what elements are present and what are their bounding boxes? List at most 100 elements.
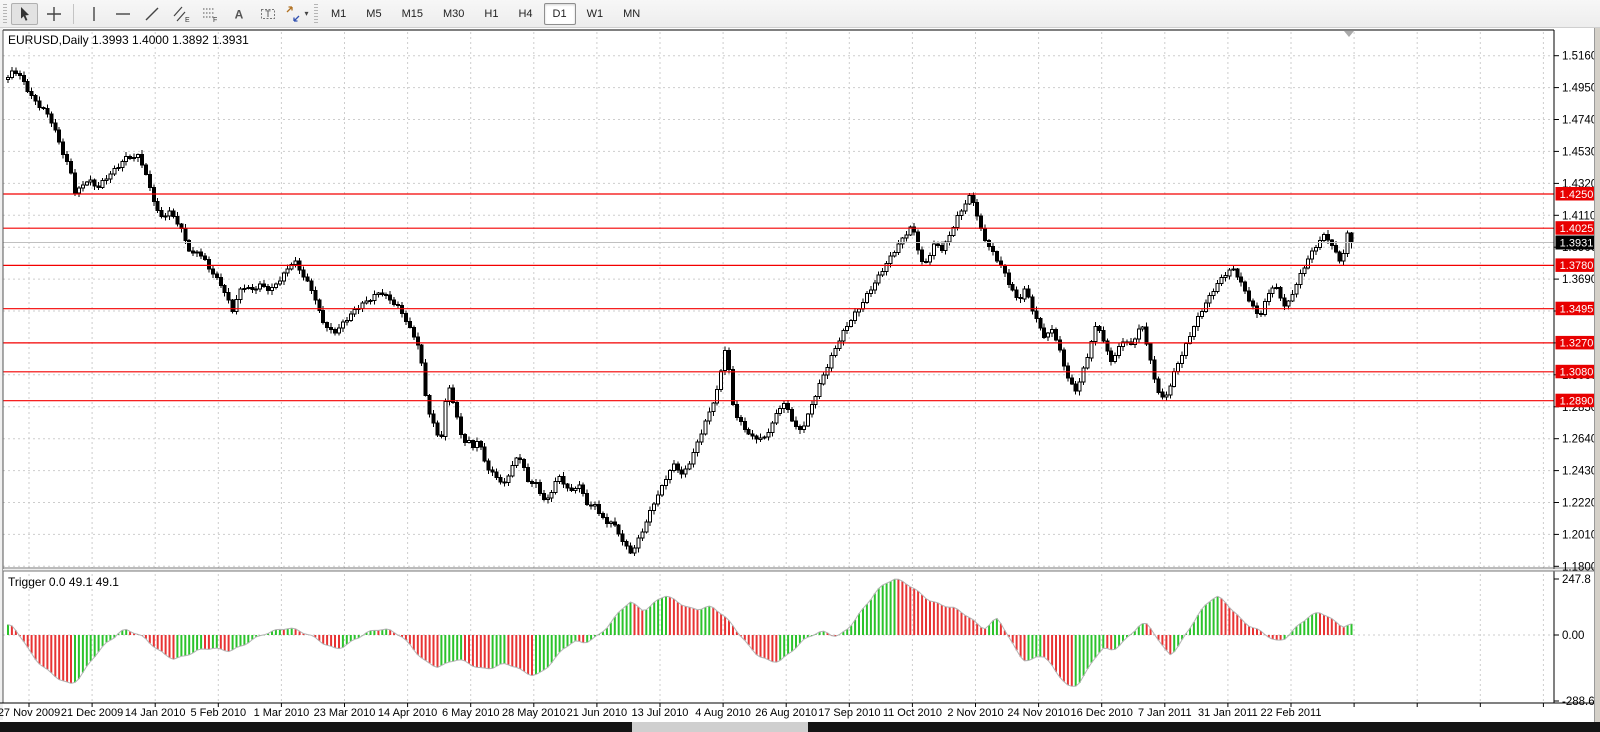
vertical-line-tool-button[interactable] [80, 3, 107, 25]
price-tick-label: 1.2640 [1562, 434, 1597, 446]
svg-text:1.3931: 1.3931 [1560, 238, 1594, 250]
text-label-tool-button[interactable]: T [254, 3, 281, 25]
toolbar-grip [314, 3, 318, 24]
candlestick-series [6, 67, 1354, 557]
svg-text:1.3780: 1.3780 [1560, 260, 1594, 272]
price-tick-label: 1.4950 [1562, 83, 1597, 95]
svg-text:1.3080: 1.3080 [1560, 367, 1594, 379]
level-price-badge [1555, 187, 1598, 201]
svg-text:T: T [265, 9, 271, 19]
timeframe-button-m30[interactable]: M30 [442, 7, 465, 20]
toolbar-grip [3, 3, 7, 24]
date-label: 4 Aug 2010 [695, 707, 751, 719]
text-tool-button[interactable]: A [225, 3, 252, 25]
timeframe-button-m1[interactable]: M1 [331, 7, 347, 20]
horizontal-line-tool-button[interactable] [109, 3, 136, 25]
svg-text:1.2890: 1.2890 [1560, 396, 1594, 408]
price-tick-label: 1.2220 [1562, 498, 1597, 510]
chevron-down-icon: ▾ [304, 9, 309, 18]
svg-text:F: F [213, 17, 217, 23]
level-price-badge [1555, 364, 1598, 379]
price-tick-label: 1.1800 [1562, 561, 1597, 573]
level-price-badge [1555, 393, 1598, 408]
indicator-tick-label: 247.8 [1562, 574, 1591, 586]
date-label: 17 Sep 2010 [818, 707, 880, 719]
svg-text:1.3270: 1.3270 [1560, 338, 1594, 350]
indicator-tick-label: 0.00 [1562, 630, 1584, 642]
indicator-axis: 247.8 0.00 -288.6 [1554, 574, 1595, 708]
date-label: 23 Mar 2010 [314, 707, 376, 719]
date-label: 5 Feb 2010 [190, 707, 246, 719]
date-label: 31 Jan 2011 [1198, 707, 1258, 719]
timeframe-button-h1[interactable]: H1 [484, 7, 499, 20]
window-left-edge [0, 28, 3, 732]
text-label-icon: T [260, 8, 275, 19]
vertical-line-icon [92, 6, 95, 21]
indicator-tick-label: -288.6 [1562, 696, 1595, 708]
panel-borders [0, 29, 1600, 704]
date-label: 1 Mar 2010 [254, 707, 310, 719]
timeframe-button-d1[interactable]: D1 [543, 2, 576, 25]
timeframe-button-w1[interactable]: W1 [586, 7, 604, 20]
time-axis[interactable]: 27 Nov 2009 21 Dec 2009 14 Jan 2010 5 Feb 2… [0, 703, 1544, 719]
equidistant-channel-tool-button[interactable]: E [167, 3, 194, 25]
svg-text:1.4025: 1.4025 [1560, 223, 1594, 235]
date-label: 22 Feb 2011 [1261, 707, 1322, 719]
date-label: 26 Aug 2010 [755, 707, 817, 719]
timeframe-button-mn[interactable]: MN [623, 7, 641, 20]
timeframe-button-m15[interactable]: M15 [401, 7, 423, 20]
svg-text:1.3495: 1.3495 [1560, 304, 1594, 316]
trigger-envelope-line [7, 578, 1352, 687]
equidistant-channel-icon: E [173, 6, 190, 23]
price-tick-label: 1.2010 [1562, 529, 1597, 541]
svg-text:1.4250: 1.4250 [1560, 189, 1594, 201]
price-tick-label: 1.2430 [1562, 466, 1597, 478]
chart-shift-marker-icon[interactable] [1344, 31, 1354, 37]
level-price-badge [1555, 221, 1598, 235]
date-label: 14 Apr 2010 [378, 707, 437, 719]
trigger-histogram [7, 579, 1353, 687]
date-label: 13 Jul 2010 [632, 707, 689, 719]
date-label: 7 Jan 2011 [1138, 707, 1192, 719]
price-tick-label: 1.3690 [1562, 274, 1597, 286]
timeframe-button-h4[interactable]: H4 [518, 7, 533, 20]
chart-title: EURUSD,Daily 1.3993 1.4000 1.3892 1.3931 [8, 33, 249, 47]
date-label: 11 Oct 2010 [883, 707, 942, 719]
date-label: 28 May 2010 [502, 707, 566, 719]
cursor-tool-button[interactable] [11, 2, 38, 25]
crosshair-tool-button[interactable] [40, 3, 67, 25]
svg-text:A: A [234, 7, 243, 21]
trend-line-tool-button[interactable] [138, 3, 165, 25]
date-label: 27 Nov 2009 [0, 707, 60, 719]
date-label: 16 Dec 2010 [1071, 707, 1133, 719]
price-tick-label: 1.4740 [1562, 115, 1597, 127]
fibonacci-icon: F [202, 8, 217, 23]
arrows-icon [287, 5, 300, 22]
timeframe-button-m5[interactable]: M5 [366, 7, 382, 20]
indicator-title: Trigger 0.0 49.1 49.1 [8, 575, 119, 589]
chart-background [0, 28, 1600, 732]
horizontal-line-icon [115, 12, 130, 15]
window-bottom-strip [0, 720, 1600, 732]
cursor-icon [20, 6, 29, 21]
arrows-tool-button[interactable]: ▾ [283, 3, 310, 25]
date-label: 24 Nov 2010 [1007, 707, 1069, 719]
date-label: 6 May 2010 [442, 707, 499, 719]
crosshair-icon [46, 6, 61, 21]
level-price-badge [1555, 301, 1598, 316]
window-right-edge [1594, 28, 1600, 722]
price-tick-label: 1.4110 [1562, 210, 1596, 222]
level-price-badge [1555, 335, 1598, 350]
trend-line-icon [145, 7, 158, 20]
fibonacci-tool-button[interactable]: F [196, 3, 223, 25]
date-label: 21 Dec 2009 [61, 707, 123, 719]
date-label: 2 Nov 2010 [947, 707, 1003, 719]
toolbar: E F A T ▾ M1 M5 M15 M30 H1 H4 D1 W1 MN [0, 0, 1600, 28]
toolbar-separator [73, 3, 74, 24]
date-label: 21 Jun 2010 [567, 707, 628, 719]
current-price-badge [1555, 235, 1598, 250]
price-tick-label: 1.4530 [1562, 146, 1597, 158]
text-icon: A [234, 7, 243, 21]
